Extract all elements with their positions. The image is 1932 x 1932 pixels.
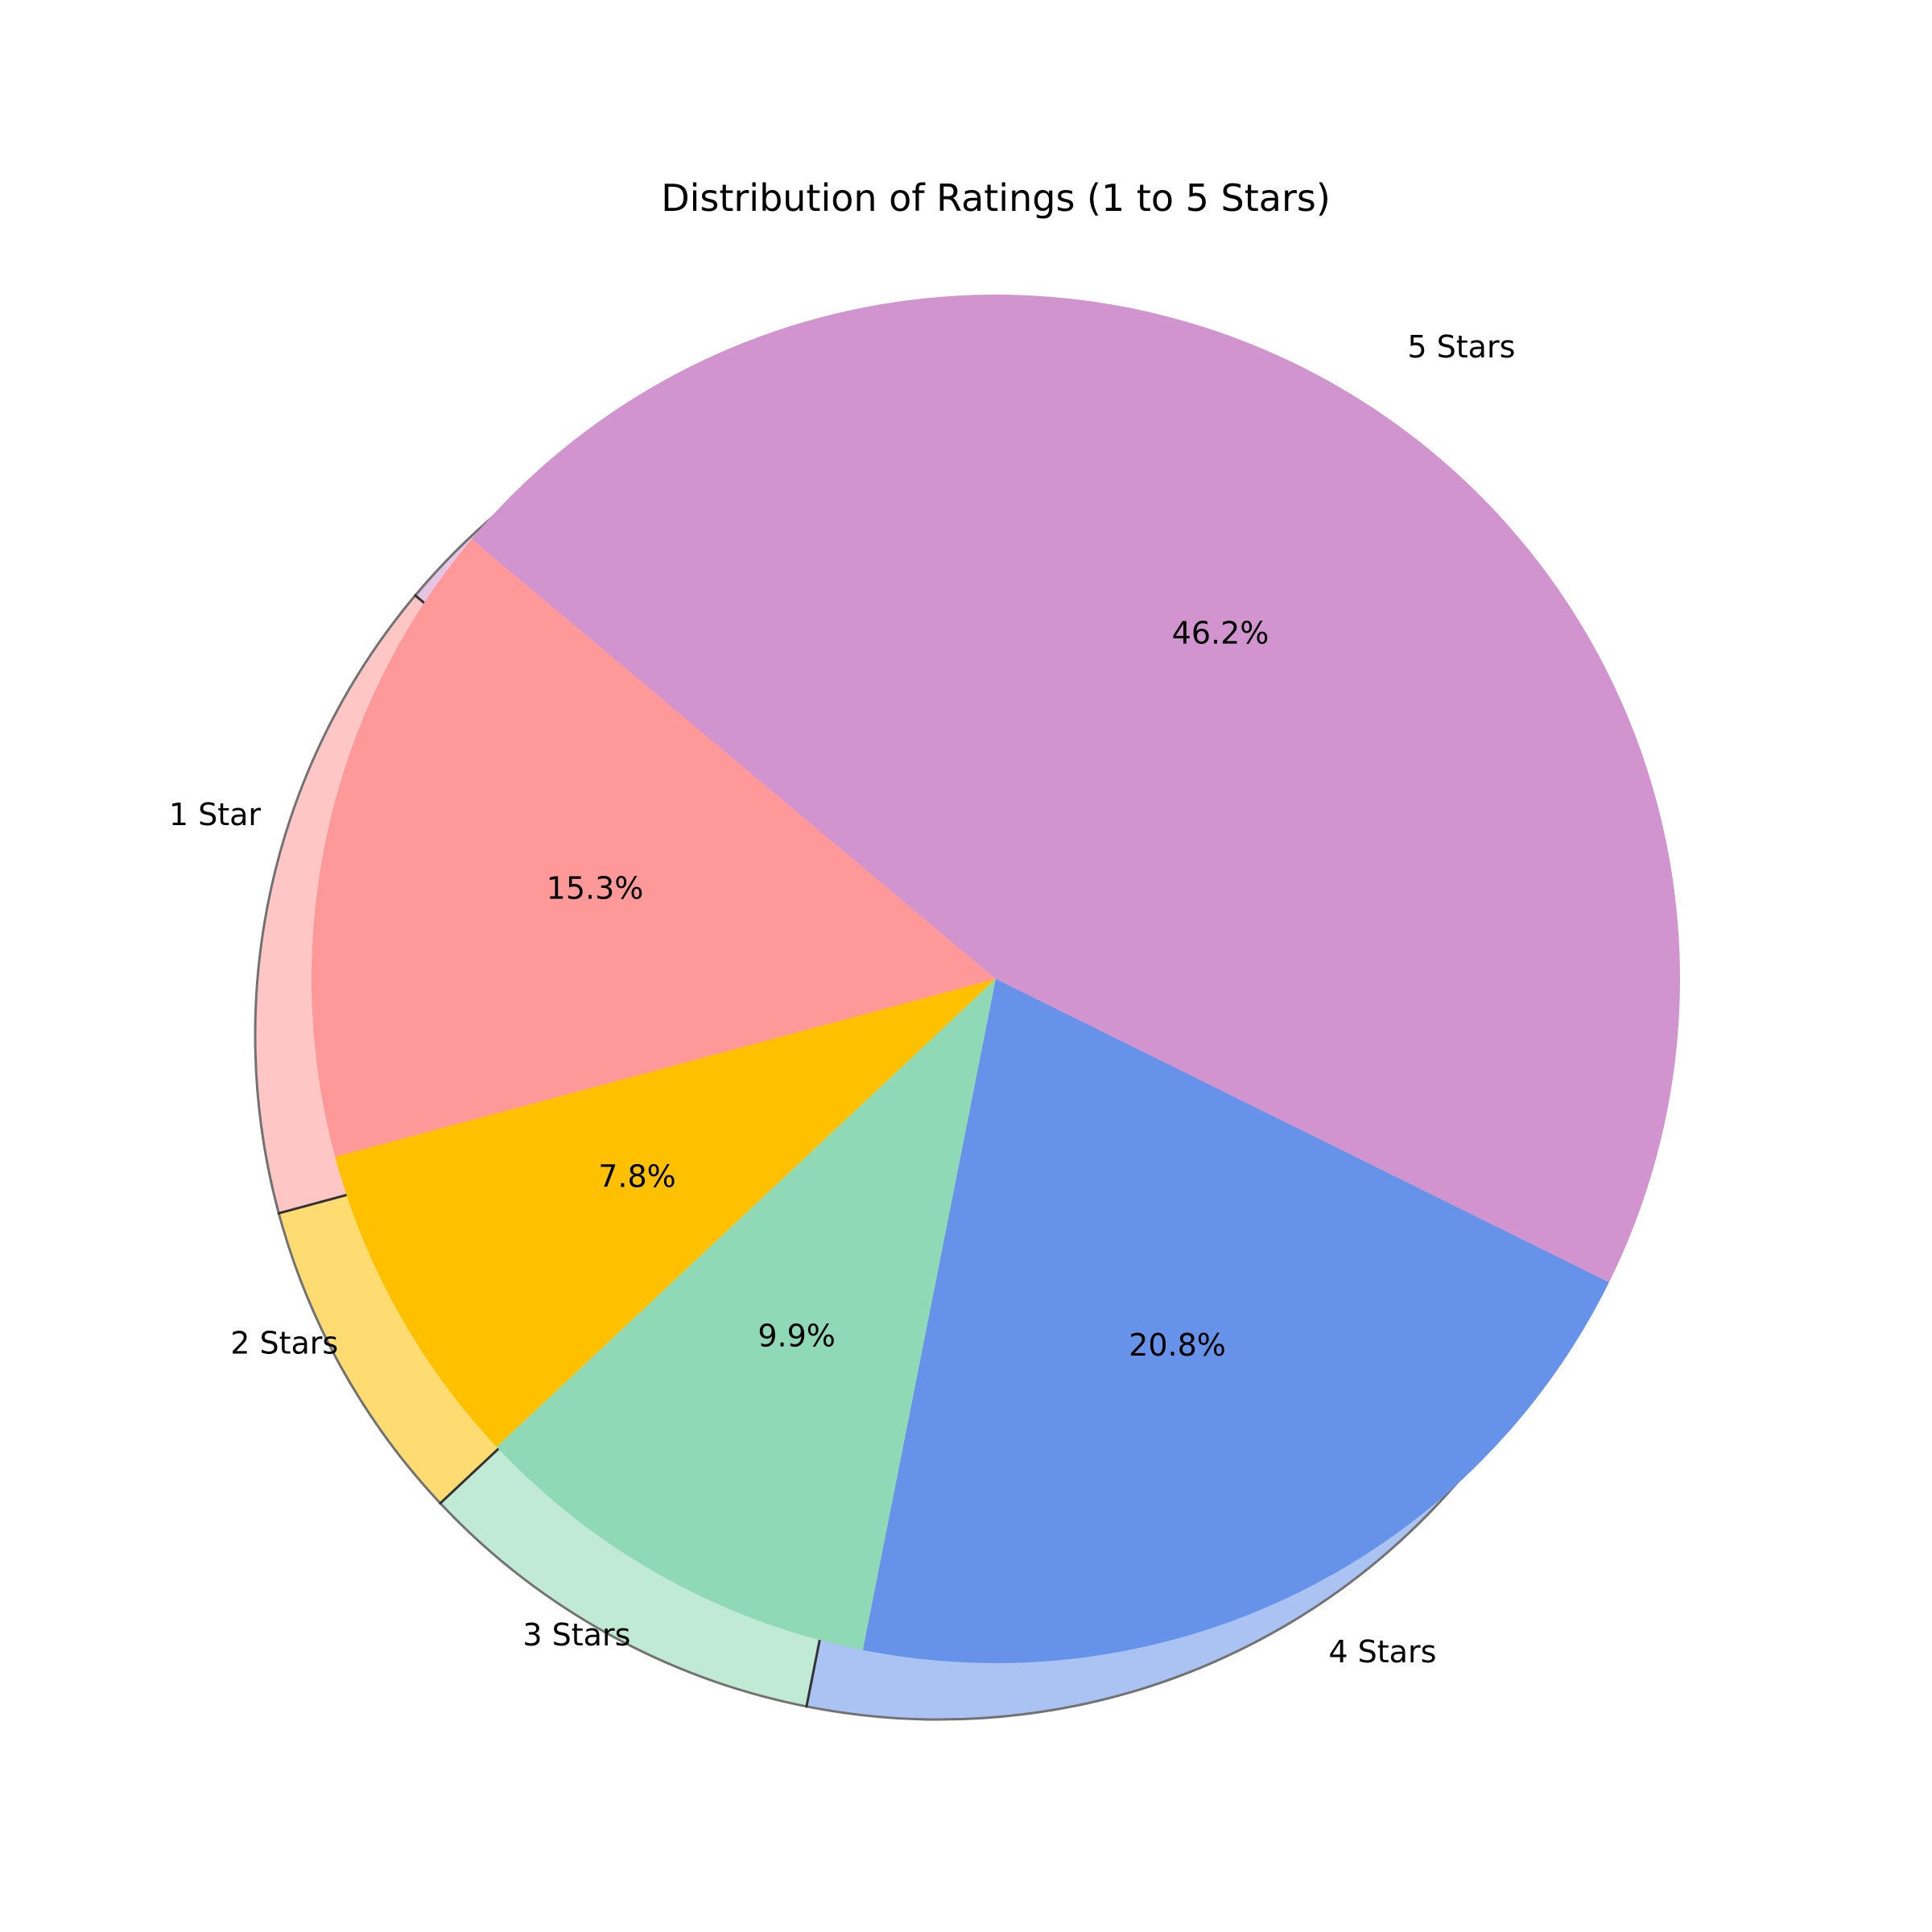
pie-slice-5-stars bbox=[471, 294, 1681, 1282]
percent-labels: 15.3% 7.8% 9.9% 20.8% 46.2% bbox=[547, 616, 1269, 1363]
percent-label-3-stars: 9.9% bbox=[758, 1319, 836, 1354]
slice-labels: 1 Star 2 Stars 3 Stars 4 Stars 5 Stars bbox=[169, 329, 1516, 1670]
slice-label-4-stars: 4 Stars bbox=[1328, 1634, 1436, 1670]
slice-label-3-stars: 3 Stars bbox=[522, 1617, 630, 1653]
pie-slice-3-stars bbox=[496, 979, 996, 1650]
slice-label-2-stars: 2 Stars bbox=[230, 1326, 338, 1361]
slice-label-1-star: 1 Star bbox=[169, 797, 262, 832]
pie-slice-1-star bbox=[311, 539, 996, 1158]
percent-label-1-star: 15.3% bbox=[547, 871, 644, 906]
slice-label-5-stars: 5 Stars bbox=[1407, 329, 1515, 365]
pie-slice-4-stars bbox=[862, 979, 1609, 1663]
chart-title: Distribution of Ratings (1 to 5 Stars) bbox=[661, 176, 1331, 220]
percent-label-4-stars: 20.8% bbox=[1129, 1327, 1226, 1363]
percent-label-2-stars: 7.8% bbox=[598, 1159, 676, 1195]
percent-label-5-stars: 46.2% bbox=[1172, 616, 1269, 651]
pie-slice-2-stars bbox=[335, 979, 996, 1447]
pie-slices bbox=[311, 294, 1681, 1663]
